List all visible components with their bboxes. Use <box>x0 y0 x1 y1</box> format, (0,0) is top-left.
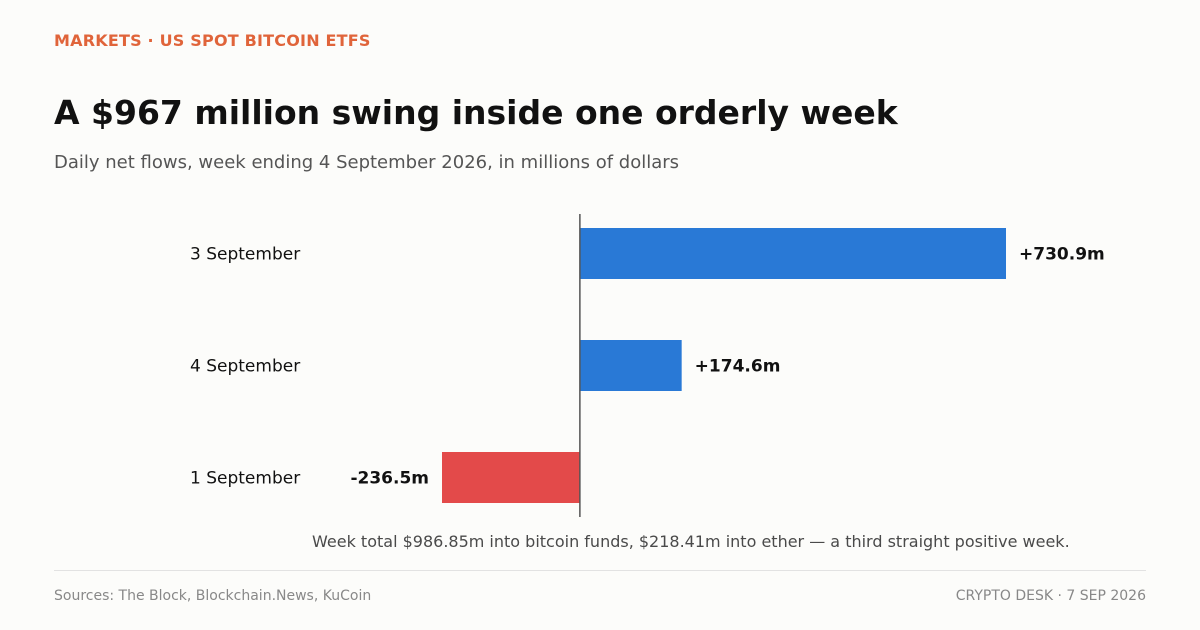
value-label: +730.9m <box>1019 245 1105 265</box>
chart-subtitle: Daily net flows, week ending 4 September… <box>54 152 680 173</box>
value-label: +174.6m <box>695 357 781 377</box>
value-label: -236.5m <box>350 469 429 489</box>
credit-text: CRYPTO DESK · 7 SEP 2026 <box>955 588 1146 604</box>
chart-title: A $967 million swing inside one orderly … <box>54 93 898 132</box>
week-total-note: Week total $986.85m into bitcoin funds, … <box>312 532 1070 551</box>
category-label: 4 September <box>190 357 300 377</box>
bar <box>442 452 580 503</box>
bar <box>579 228 1006 279</box>
section-kicker: MARKETS · US SPOT BITCOIN ETFS <box>54 31 371 50</box>
category-label: 1 September <box>190 469 300 489</box>
footer-divider <box>54 570 1146 571</box>
bar <box>579 340 682 391</box>
sources-text: Sources: The Block, Blockchain.News, KuC… <box>54 588 372 604</box>
category-label: 3 September <box>190 245 300 265</box>
